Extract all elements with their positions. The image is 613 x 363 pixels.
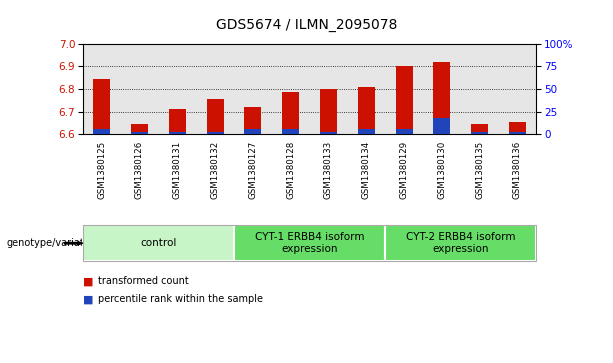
Bar — [310, 44, 348, 134]
Bar — [395, 66, 413, 134]
Text: percentile rank within the sample: percentile rank within the sample — [98, 294, 263, 305]
Bar — [282, 92, 299, 134]
Bar — [272, 44, 310, 134]
Bar — [461, 44, 498, 134]
Bar — [196, 44, 234, 134]
Bar — [471, 124, 488, 134]
Bar — [245, 129, 261, 134]
Bar — [131, 131, 148, 134]
Text: genotype/variation: genotype/variation — [6, 238, 99, 248]
Bar — [282, 129, 299, 134]
Bar — [93, 79, 110, 134]
Bar — [83, 44, 121, 134]
Text: ■: ■ — [83, 276, 93, 286]
Bar — [169, 131, 186, 134]
Bar — [207, 99, 224, 134]
Text: control: control — [140, 238, 177, 248]
Bar — [93, 129, 110, 134]
Bar — [358, 87, 375, 134]
Bar — [158, 44, 196, 134]
Text: CYT-2 ERBB4 isoform
expression: CYT-2 ERBB4 isoform expression — [406, 232, 516, 254]
Bar — [348, 44, 385, 134]
Bar — [423, 44, 461, 134]
Bar — [121, 44, 158, 134]
Bar — [509, 122, 526, 134]
Bar — [433, 118, 451, 134]
Bar — [234, 44, 272, 134]
Bar — [471, 131, 488, 134]
Text: ■: ■ — [83, 294, 93, 305]
Bar — [320, 89, 337, 134]
Bar — [245, 107, 261, 134]
Bar — [385, 44, 423, 134]
Bar — [498, 44, 536, 134]
Bar — [131, 124, 148, 134]
Text: transformed count: transformed count — [98, 276, 189, 286]
Bar — [320, 131, 337, 134]
Bar — [358, 129, 375, 134]
Text: CYT-1 ERBB4 isoform
expression: CYT-1 ERBB4 isoform expression — [255, 232, 364, 254]
Bar — [207, 131, 224, 134]
Text: GDS5674 / ILMN_2095078: GDS5674 / ILMN_2095078 — [216, 18, 397, 32]
Bar — [509, 131, 526, 134]
Bar — [433, 62, 451, 134]
Bar — [395, 129, 413, 134]
Bar — [169, 109, 186, 134]
